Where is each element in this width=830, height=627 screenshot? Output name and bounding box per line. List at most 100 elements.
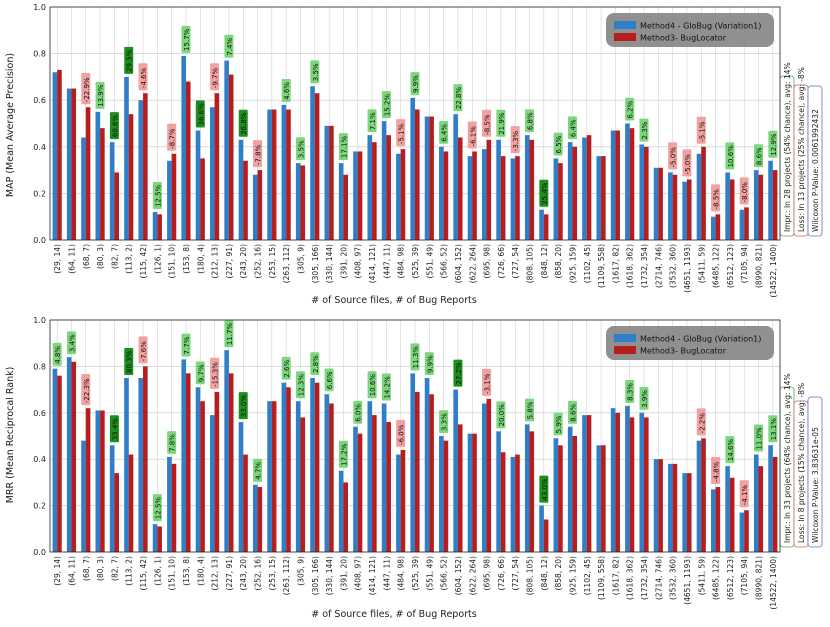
annotation-label: -7.6% bbox=[140, 341, 148, 362]
bar-buglocator bbox=[243, 454, 248, 552]
bar-buglocator bbox=[400, 449, 406, 552]
legend-swatch bbox=[614, 33, 636, 41]
bar-buglocator bbox=[286, 109, 291, 241]
bar-buglocator bbox=[386, 422, 391, 552]
legend-swatch bbox=[614, 346, 636, 354]
x-tick-label: (153, 8) bbox=[182, 556, 191, 586]
bar-globug bbox=[167, 160, 172, 240]
bar-globug bbox=[610, 408, 616, 552]
bar-globug bbox=[138, 100, 144, 240]
x-tick-label: (6485, 122) bbox=[712, 244, 721, 288]
bar-globug bbox=[238, 139, 244, 240]
improvement-annotation: -5.1% bbox=[396, 119, 406, 147]
annotation-badge bbox=[668, 142, 678, 170]
annotation-badge bbox=[295, 137, 305, 161]
annotation-label: 5.9% bbox=[555, 415, 563, 433]
improvement-annotation: 14.6% bbox=[725, 436, 735, 464]
annotation-badge bbox=[711, 457, 721, 485]
x-tick-label: (82, 7) bbox=[110, 556, 119, 581]
x-tick-label: (414, 121) bbox=[368, 556, 377, 595]
bar-buglocator bbox=[171, 153, 177, 240]
bar-buglocator bbox=[772, 170, 778, 240]
x-tick-label: (8990, 821) bbox=[755, 556, 764, 600]
annotation-label: 8.3% bbox=[627, 383, 635, 401]
annotation-badge bbox=[439, 121, 449, 144]
improvement-annotation: 6.2% bbox=[625, 97, 635, 121]
improvement-annotation: 7.7% bbox=[181, 333, 191, 357]
x-tick-label: (551, 49) bbox=[425, 556, 434, 591]
annotation-badge bbox=[639, 118, 649, 142]
improvement-annotation: -8.7% bbox=[167, 123, 177, 151]
annotation-badge bbox=[539, 179, 549, 207]
improvement-annotation: 26.8% bbox=[238, 109, 248, 137]
annotation-badge bbox=[696, 116, 706, 144]
x-tick-label: (82, 7) bbox=[110, 244, 119, 269]
x-tick-label: (253, 15) bbox=[268, 244, 277, 279]
annotation-label: 6.5% bbox=[555, 135, 563, 153]
bar-globug bbox=[682, 181, 687, 240]
improvement-annotation: 43.0% bbox=[539, 475, 549, 503]
annotation-badge bbox=[496, 401, 506, 429]
annotation-label: 2.6% bbox=[283, 360, 291, 378]
annotation-badge bbox=[124, 348, 134, 375]
bar-buglocator bbox=[343, 174, 349, 240]
improvement-annotation: 21.9% bbox=[496, 109, 506, 137]
bar-globug bbox=[396, 454, 401, 552]
improvement-annotation: -4.1% bbox=[739, 480, 749, 508]
bar-buglocator bbox=[71, 88, 77, 240]
x-tick-label: (525, 39) bbox=[411, 556, 420, 591]
x-tick-label: (727, 54) bbox=[511, 244, 520, 279]
mrr-side-notes: Impr.: In 33 projects (64% chance), avg:… bbox=[779, 373, 823, 548]
bar-globug bbox=[582, 137, 587, 240]
bar-buglocator bbox=[443, 151, 449, 240]
bar-globug bbox=[66, 357, 72, 552]
bar-buglocator bbox=[572, 146, 578, 240]
bar-globug bbox=[739, 512, 745, 552]
annotation-label: 17.1% bbox=[340, 136, 348, 159]
x-tick-label: (3532, 360) bbox=[669, 556, 678, 600]
annotation-label: 43.0% bbox=[541, 478, 549, 501]
bar-globug bbox=[524, 135, 530, 240]
annotation-badge bbox=[768, 130, 778, 158]
annotation-label: 60.6% bbox=[111, 115, 119, 138]
x-tick-label: (4651, 1193) bbox=[683, 244, 692, 293]
loss-note: Loss: In 8 projects (15% chance), avg: -… bbox=[797, 383, 806, 543]
bar-buglocator bbox=[128, 114, 134, 240]
bar-buglocator bbox=[615, 130, 620, 240]
bar-globug bbox=[653, 167, 659, 240]
x-tick-label: (604, 152) bbox=[454, 556, 463, 595]
bar-globug bbox=[210, 415, 215, 552]
bar-globug bbox=[553, 438, 559, 552]
annotation-badge bbox=[410, 72, 420, 95]
annotation-label: 7.7% bbox=[183, 336, 191, 354]
bar-globug bbox=[424, 378, 430, 552]
x-tick-label: (252, 16) bbox=[254, 556, 263, 591]
bar-globug bbox=[152, 524, 158, 552]
legend-label: Method3- BugLocator bbox=[640, 34, 727, 43]
annotation-label: 13.9% bbox=[97, 84, 105, 107]
annotation-label: 7.8% bbox=[169, 434, 177, 452]
improvement-annotation: 29.5% bbox=[124, 46, 134, 74]
bar-globug bbox=[295, 401, 301, 552]
annotation-label: -8.5% bbox=[484, 114, 492, 135]
annotation-label: 10.6% bbox=[727, 145, 735, 168]
y-tick-label: 1.0 bbox=[33, 316, 46, 325]
bar-buglocator bbox=[543, 519, 549, 552]
x-tick-label: (113, 2) bbox=[125, 244, 134, 274]
bar-globug bbox=[553, 158, 559, 240]
x-tick-label: (305, 166) bbox=[311, 556, 320, 595]
x-tick-label: (1732, 354) bbox=[640, 556, 649, 600]
x-tick-label: (263, 112) bbox=[282, 556, 291, 595]
annotation-label: 5.8% bbox=[527, 401, 535, 419]
bar-buglocator bbox=[286, 387, 291, 552]
bar-buglocator bbox=[57, 375, 62, 552]
annotation-badge bbox=[310, 60, 320, 84]
annotation-label: 8.6% bbox=[756, 147, 764, 165]
bar-globug bbox=[510, 456, 516, 552]
improvement-annotation: 3.4% bbox=[66, 331, 76, 355]
annotation-badge bbox=[353, 400, 363, 424]
annotation-badge bbox=[696, 408, 706, 436]
bar-buglocator bbox=[157, 526, 162, 552]
